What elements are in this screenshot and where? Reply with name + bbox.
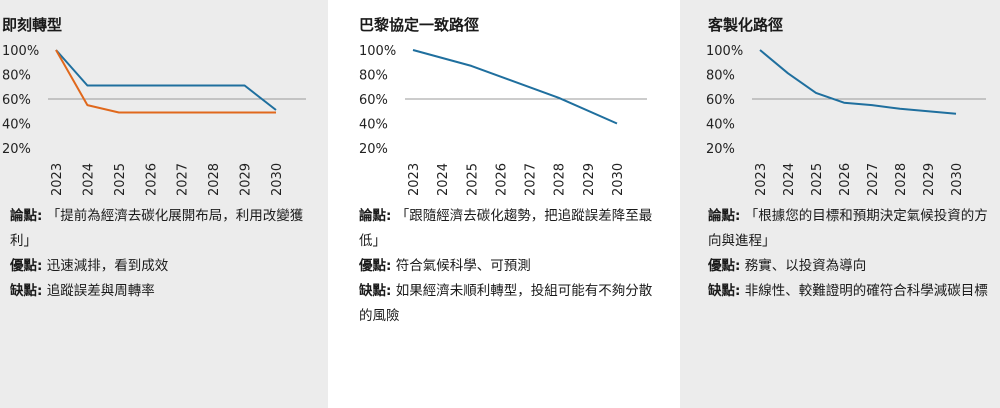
panel-custom-path: 客製化路徑 100% 80% 60% 40% 20% 2023 2024 2025 2026 20… bbox=[680, 0, 1000, 408]
argument-label: 論點: bbox=[708, 208, 741, 224]
x-tick-label: 2023 bbox=[407, 163, 422, 196]
x-tick-label: 2026 bbox=[494, 163, 509, 196]
chart-paris-aligned: 100% 80% 60% 40% 20% 2023 2024 2025 2026 2027 2028… bbox=[359, 44, 647, 196]
disadvantage-text: 非線性、較難證明的確符合科學減碳目標 bbox=[744, 283, 988, 299]
argument-row: 論點: 「跟隨經濟去碳化趨勢，把追蹤誤差降至最低」 bbox=[359, 204, 659, 254]
disadvantage-row: 缺點: 非線性、較難證明的確符合科學減碳目標 bbox=[708, 279, 993, 304]
x-tick-label: 2030 bbox=[611, 163, 626, 196]
panel-description: 論點: 「跟隨經濟去碳化趨勢，把追蹤誤差降至最低」 優點: 符合氣候科學、可預測… bbox=[359, 204, 659, 329]
y-tick-label: 20% bbox=[359, 142, 388, 157]
x-tick-label: 2025 bbox=[810, 163, 825, 196]
y-tick-label: 100% bbox=[359, 44, 396, 59]
series-line-0 bbox=[759, 49, 957, 115]
y-tick-label: 60% bbox=[2, 93, 31, 108]
advantage-text: 務實、以投資為導向 bbox=[744, 258, 867, 274]
x-tick-label: 2023 bbox=[754, 163, 769, 196]
x-tick-label: 2027 bbox=[176, 163, 191, 196]
panel-title: 巴黎協定一致路徑 bbox=[359, 16, 480, 34]
x-tick-label: 2027 bbox=[866, 163, 881, 196]
argument-row: 論點: 「提前為經濟去碳化展開布局，利用改變獲利」 bbox=[10, 204, 310, 254]
argument-text: 「跟隨經濟去碳化趨勢，把追蹤誤差降至最低」 bbox=[359, 208, 653, 249]
x-tick-label: 2026 bbox=[144, 163, 159, 196]
y-tick-label: 80% bbox=[706, 69, 735, 84]
panel-immediate-transition: 即刻轉型 100% 80% 60% 40% 20% 2023 2024 2025 2026 202… bbox=[0, 0, 328, 408]
advantage-row: 優點: 迅速減排，看到成效 bbox=[10, 254, 310, 279]
x-tick-label: 2028 bbox=[207, 163, 222, 196]
panel-paris-aligned: 巴黎協定一致路徑 100% 80% 60% 40% 20% 2023 2024 2025 202… bbox=[341, 0, 666, 408]
disadvantage-row: 缺點: 追蹤誤差與周轉率 bbox=[10, 279, 310, 304]
x-tick-label: 2024 bbox=[81, 163, 96, 196]
x-tick-label: 2023 bbox=[50, 163, 65, 196]
disadvantage-label: 缺點: bbox=[359, 283, 392, 299]
x-tick-label: 2028 bbox=[553, 163, 568, 196]
x-tick-label: 2026 bbox=[838, 163, 853, 196]
y-tick-label: 20% bbox=[2, 142, 31, 157]
argument-row: 論點: 「根據您的目標和預期決定氣候投資的方向與進程」 bbox=[708, 204, 993, 254]
chart-immediate-transition: 100% 80% 60% 40% 20% 2023 2024 2025 2026 2027 2028… bbox=[2, 44, 306, 196]
series-line-0 bbox=[55, 49, 277, 111]
argument-text: 「根據您的目標和預期決定氣候投資的方向與進程」 bbox=[708, 208, 988, 249]
x-tick-label: 2029 bbox=[239, 163, 254, 196]
advantage-text: 迅速減排，看到成效 bbox=[46, 258, 169, 274]
argument-label: 論點: bbox=[10, 208, 43, 224]
disadvantage-row: 缺點: 如果經濟未順利轉型，投組可能有不夠分散的風險 bbox=[359, 279, 659, 329]
x-tick-label: 2030 bbox=[270, 163, 285, 196]
advantage-label: 優點: bbox=[359, 258, 392, 274]
advantage-row: 優點: 符合氣候科學、可預測 bbox=[359, 254, 659, 279]
x-tick-label: 2028 bbox=[894, 163, 909, 196]
y-tick-label: 40% bbox=[2, 118, 31, 133]
disadvantage-label: 缺點: bbox=[708, 283, 741, 299]
advantage-row: 優點: 務實、以投資為導向 bbox=[708, 254, 993, 279]
panel-description: 論點: 「根據您的目標和預期決定氣候投資的方向與進程」 優點: 務實、以投資為導… bbox=[708, 204, 993, 304]
argument-text: 「提前為經濟去碳化展開布局，利用改變獲利」 bbox=[10, 208, 304, 249]
panel-title: 客製化路徑 bbox=[708, 16, 784, 34]
advantage-text: 符合氣候科學、可預測 bbox=[395, 258, 531, 274]
disadvantage-text: 如果經濟未順利轉型，投組可能有不夠分散的風險 bbox=[359, 283, 653, 324]
disadvantage-label: 缺點: bbox=[10, 283, 43, 299]
chart-custom-path: 100% 80% 60% 40% 20% 2023 2024 2025 2026 2027 2028… bbox=[706, 44, 986, 196]
argument-label: 論點: bbox=[359, 208, 392, 224]
y-tick-label: 40% bbox=[359, 118, 388, 133]
y-tick-label: 80% bbox=[2, 69, 31, 84]
panel-description: 論點: 「提前為經濟去碳化展開布局，利用改變獲利」 優點: 迅速減排，看到成效 … bbox=[10, 204, 310, 304]
x-tick-label: 2027 bbox=[524, 163, 539, 196]
x-tick-label: 2029 bbox=[922, 163, 937, 196]
x-tick-label: 2025 bbox=[113, 163, 128, 196]
y-tick-label: 60% bbox=[706, 93, 735, 108]
y-tick-label: 100% bbox=[706, 44, 743, 59]
x-tick-label: 2024 bbox=[436, 163, 451, 196]
y-tick-label: 60% bbox=[359, 93, 388, 108]
advantage-label: 優點: bbox=[708, 258, 741, 274]
y-tick-label: 40% bbox=[706, 118, 735, 133]
x-tick-label: 2025 bbox=[465, 163, 480, 196]
x-tick-label: 2029 bbox=[582, 163, 597, 196]
panel-title: 即刻轉型 bbox=[2, 16, 63, 34]
x-tick-label: 2030 bbox=[950, 163, 965, 196]
y-tick-label: 100% bbox=[2, 44, 39, 59]
series-line-1 bbox=[55, 49, 276, 114]
disadvantage-text: 追蹤誤差與周轉率 bbox=[46, 283, 155, 299]
advantage-label: 優點: bbox=[10, 258, 43, 274]
series-line-0 bbox=[412, 49, 618, 125]
x-tick-label: 2024 bbox=[782, 163, 797, 196]
y-tick-label: 20% bbox=[706, 142, 735, 157]
y-tick-label: 80% bbox=[359, 69, 388, 84]
